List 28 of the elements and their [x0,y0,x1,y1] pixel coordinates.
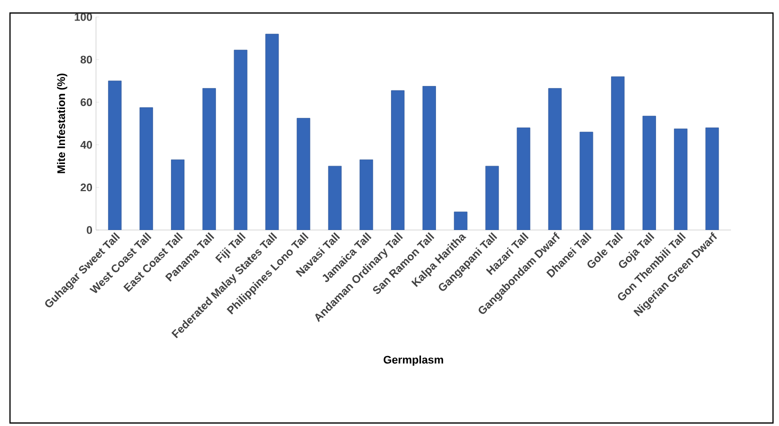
bar [705,128,719,230]
bar [642,116,656,230]
bar [360,160,374,230]
bar [265,34,279,230]
y-axis-title: Mite Infestation (%) [57,74,68,174]
bar [580,132,594,230]
bar [328,166,342,230]
bar [108,80,122,230]
bar [296,118,310,230]
bar [611,76,625,230]
bar [202,88,216,230]
bar [548,88,562,230]
y-tick-label: 100 [74,13,92,21]
y-tick-label: 80 [80,56,92,64]
bar [516,128,530,230]
x-axis-title: Germplasm [384,356,444,366]
y-tick-label: 0 [86,226,92,234]
y-tick-label: 20 [80,184,92,192]
bar [140,107,153,230]
bar [171,160,184,230]
bar [422,86,436,230]
bar [391,90,404,230]
y-tick-label: 60 [80,98,92,106]
bar [485,166,499,230]
y-tick-label: 40 [80,140,92,149]
bar [674,128,688,230]
bar [234,50,248,230]
bar [454,212,468,230]
